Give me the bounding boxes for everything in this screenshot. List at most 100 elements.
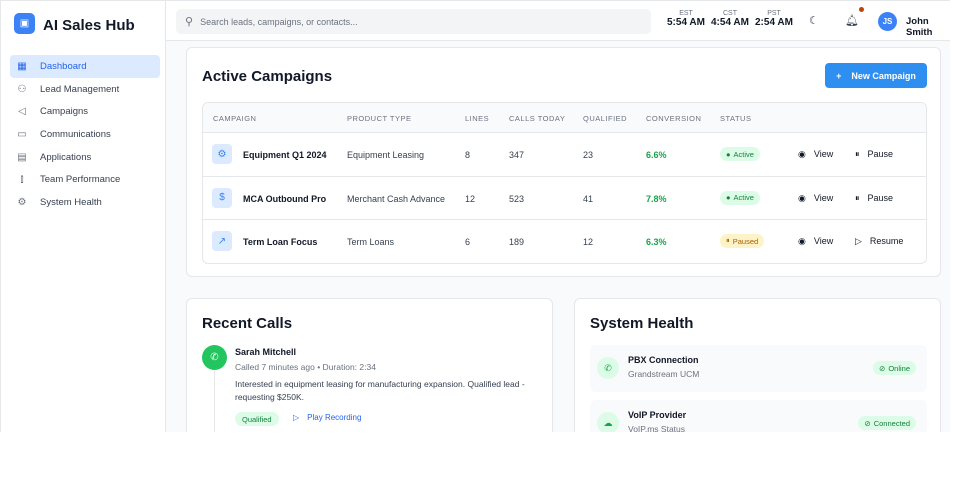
tz-time: 5:54 AM <box>667 17 705 28</box>
action-label: Resume <box>869 236 904 247</box>
tz-label: CST <box>723 10 737 17</box>
sidebar-item-dashboard[interactable]: ▦ Dashboard <box>10 55 160 78</box>
new-campaign-button[interactable]: + New Campaign <box>825 63 927 88</box>
pause-icon: ⏸ <box>855 192 860 203</box>
sidebar-item-label: Team Performance <box>40 174 121 186</box>
bar-chart-icon: ⫾ <box>20 174 24 186</box>
sidebar-item-system-health[interactable]: ⚙ System Health <box>10 191 160 214</box>
lines: 6 <box>465 237 471 248</box>
sidebar: ▣ AI Sales Hub ▦ Dashboard ⚇ Lead Manageme… <box>1 1 166 432</box>
active-campaigns-card: Active Campaigns + New Campaign CAMPAIGN … <box>186 47 941 277</box>
campaigns-table: CAMPAIGN PRODUCT TYPE LINES CALLS TODAY … <box>202 102 927 264</box>
play-label: Play Recording <box>307 413 362 422</box>
tz-label: EST <box>679 10 693 17</box>
pause-icon: ⏸ <box>726 236 730 246</box>
pause-button[interactable]: ⏸ Pause <box>855 193 893 204</box>
qualified-tag: Qualified <box>235 412 279 426</box>
conversion: 6.3% <box>646 237 667 248</box>
status-badge: ● Active <box>720 190 760 205</box>
health-name: VoIP Provider <box>628 410 687 420</box>
column-header: CONVERSION <box>646 114 702 123</box>
status-dot-icon: ● <box>726 193 731 203</box>
status-label: Paused <box>732 236 759 246</box>
status-badge: ● Active <box>720 147 760 161</box>
resume-button[interactable]: ▷ Resume <box>855 236 903 247</box>
view-button[interactable]: ◉ View <box>798 149 833 160</box>
check-circle-icon: ⊘ <box>879 363 886 373</box>
calls-today: 523 <box>509 193 525 204</box>
health-name: PBX Connection <box>628 355 699 365</box>
app: ▣ AI Sales Hub ▦ Dashboard ⚇ Lead Manageme… <box>0 0 950 432</box>
campaign-name: Term Loan Focus <box>243 237 318 248</box>
play-icon: ▷ <box>855 236 862 247</box>
view-button[interactable]: ◉ View <box>798 193 833 204</box>
trend-icon: ↗ <box>212 231 232 252</box>
tz-time: 2:54 AM <box>755 17 793 28</box>
table-row: ↗ Term Loan Focus Term Loans 6 189 12 6.… <box>203 220 926 263</box>
status-label: Online <box>888 363 910 373</box>
users-icon: ⚇ <box>17 83 27 95</box>
table-row: ⚙ Equipment Q1 2024 Equipment Leasing 8 … <box>203 133 926 177</box>
sidebar-item-team-performance[interactable]: ⫾ Team Performance <box>10 168 160 191</box>
sidebar-item-lead-management[interactable]: ⚇ Lead Management <box>10 78 160 101</box>
sidebar-item-campaigns[interactable]: ◁ Campaigns <box>10 100 160 123</box>
view-label: View <box>813 192 834 203</box>
sidebar-item-label: Lead Management <box>40 83 120 95</box>
timezone-pst: PST 2:54 AM <box>754 10 794 28</box>
dollar-icon: $ <box>212 187 232 208</box>
sidebar-item-communications[interactable]: ▭ Communications <box>10 123 160 146</box>
column-header: CAMPAIGN <box>213 114 257 123</box>
notification-dot <box>859 7 864 12</box>
avatar[interactable]: JS <box>878 12 897 31</box>
app-title: AI Sales Hub <box>43 17 135 34</box>
qualified: 12 <box>583 237 594 248</box>
campaign-name: Equipment Q1 2024 <box>243 150 327 160</box>
pause-button[interactable]: ⏸ Pause <box>855 149 893 160</box>
status-badge: ⊘ Connected <box>858 416 916 430</box>
sidebar-item-label: Campaigns <box>40 106 89 118</box>
top-header: ⚲ Search leads, campaigns, or contacts...… <box>166 1 950 41</box>
column-header: LINES <box>465 114 490 123</box>
lines: 8 <box>465 150 471 160</box>
bell-icon[interactable]: 🔔︎ <box>845 15 859 27</box>
caller-name: Sarah Mitchell <box>235 347 297 357</box>
status-label: Active <box>733 193 754 203</box>
table-row: $ MCA Outbound Pro Merchant Cash Advance… <box>203 177 926 221</box>
product-type: Term Loans <box>347 237 395 248</box>
health-item-voip: ☁ VoIP Provider VoIP.ms Status ⊘ Connecte… <box>590 400 927 432</box>
column-header: QUALIFIED <box>583 114 628 123</box>
status-badge: ⊘ Online <box>873 361 916 375</box>
sidebar-item-applications[interactable]: ▤ Applications <box>10 146 160 169</box>
status-label: Active <box>733 149 754 159</box>
action-label: Pause <box>867 149 894 159</box>
document-icon: ▤ <box>17 151 27 163</box>
qualified: 41 <box>583 193 594 204</box>
sidebar-item-label: Dashboard <box>40 60 87 72</box>
lines: 12 <box>465 193 476 204</box>
button-label: New Campaign <box>851 70 916 81</box>
status-badge: ⏸ Paused <box>720 234 765 249</box>
view-button[interactable]: ◉ View <box>798 236 833 247</box>
timezone-cst: CST 4:54 AM <box>710 10 750 28</box>
product-type: Merchant Cash Advance <box>347 193 446 204</box>
eye-icon: ◉ <box>798 149 806 159</box>
phone-icon: ✆ <box>597 357 619 379</box>
search-input[interactable]: ⚲ Search leads, campaigns, or contacts... <box>176 9 651 34</box>
status-label: Connected <box>873 418 910 428</box>
sidebar-item-label: Communications <box>40 128 111 140</box>
search-placeholder: Search leads, campaigns, or contacts... <box>200 16 358 27</box>
user-name[interactable]: John Smith <box>906 16 933 38</box>
gear-icon: ⚙ <box>212 144 232 164</box>
card-title: Active Campaigns <box>202 68 333 85</box>
cloud-icon: ☁ <box>597 412 619 432</box>
sidebar-item-label: Applications <box>40 151 92 163</box>
column-header: CALLS TODAY <box>509 114 566 123</box>
eye-icon: ◉ <box>798 236 806 247</box>
play-icon: ▷ <box>293 413 300 422</box>
plus-icon: + <box>836 70 842 81</box>
action-label: Pause <box>867 192 894 203</box>
calls-today: 347 <box>509 150 525 160</box>
play-recording-link[interactable]: ▷ Play Recording <box>293 413 361 422</box>
moon-icon[interactable]: ☾ <box>809 15 819 27</box>
tz-label: PST <box>767 10 781 17</box>
